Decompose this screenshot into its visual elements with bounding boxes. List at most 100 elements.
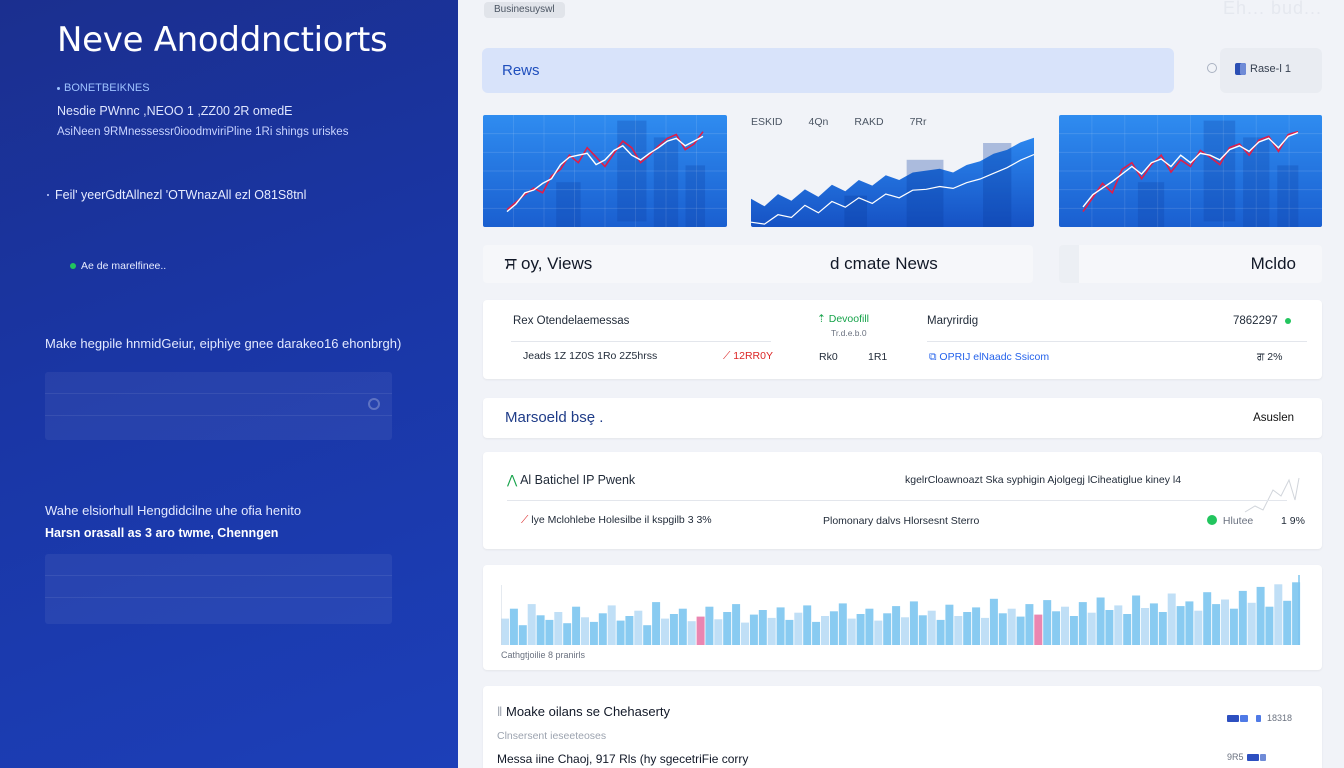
bar	[865, 608, 874, 645]
area-chart-2	[751, 115, 1034, 227]
sidebar-panel: Neve Anoddnctiorts BONETBEIKNES Nesdie P…	[0, 0, 458, 768]
bar	[572, 606, 581, 645]
news-bar[interactable]: Rews	[482, 48, 1174, 93]
bar-chart	[501, 575, 1301, 645]
table-cell-value: Al Batichel IP Pwenk	[520, 473, 636, 487]
chart-panel	[1277, 165, 1299, 227]
table-cell-change: ⟋ 12RR0Y	[723, 350, 773, 363]
bar	[714, 619, 723, 645]
market-right-label: Asuslen	[1253, 412, 1294, 424]
sidebar-input-group-2[interactable]	[45, 554, 392, 624]
chart-panel	[617, 120, 647, 222]
table-cell: Rk0	[819, 351, 838, 363]
bar	[678, 608, 687, 645]
bar	[696, 616, 705, 645]
table-cell: 1 9%	[1281, 515, 1305, 527]
table-cell-link[interactable]: ⧉ OPRIJ elNaadc Ssicom	[929, 351, 1049, 364]
market-bar[interactable]: Marsoeld bsȩ . Asuslen	[483, 398, 1322, 438]
radio-icon[interactable]	[1207, 63, 1217, 73]
area-fill	[751, 137, 1034, 227]
bar	[1256, 586, 1265, 645]
bar	[927, 610, 936, 645]
bar	[776, 607, 785, 645]
user-selector-label: Rase-l 1	[1250, 63, 1291, 75]
bar	[901, 617, 909, 645]
bar	[998, 613, 1007, 645]
sidebar-input-row[interactable]	[45, 394, 392, 416]
footer-title-text: Moake oilans se Chehaserty	[506, 704, 671, 719]
chart-panel	[556, 182, 581, 227]
sidebar-input-row[interactable]	[45, 554, 392, 576]
sidebar-input-row[interactable]	[45, 372, 392, 394]
sidebar-status: Ae de marelfinee..	[70, 260, 166, 272]
legend-value: 18318	[1267, 713, 1293, 723]
bar	[1238, 590, 1247, 645]
bar	[625, 616, 634, 645]
table-cell-value: Devoofill	[828, 313, 870, 325]
bar	[874, 620, 883, 645]
up-arrow-icon: ⇡	[817, 313, 826, 325]
sidebar-input-group[interactable]	[45, 372, 392, 440]
table-cell: ਗ 2%	[1257, 351, 1283, 363]
chart-2-tick: RAKD	[854, 116, 884, 128]
bar	[501, 618, 509, 645]
bar	[554, 612, 563, 645]
right-label-box[interactable]: Mcldo	[1059, 245, 1322, 283]
chart-card-1[interactable]	[483, 115, 727, 227]
series-line	[751, 153, 1034, 225]
bar	[1096, 597, 1105, 645]
bar	[918, 615, 927, 645]
search-icon[interactable]	[368, 398, 380, 410]
series-line	[506, 135, 704, 213]
bar	[981, 617, 989, 645]
bar	[581, 617, 589, 645]
legend-value: 9R5	[1227, 752, 1244, 762]
bar	[687, 621, 696, 645]
up-arrow-icon: ⋀	[507, 473, 518, 487]
sidebar-input-row[interactable]	[45, 576, 392, 598]
views-label-box[interactable]: ਸ oy, Views d cmate News	[483, 245, 1033, 283]
bar	[616, 620, 625, 645]
bar	[669, 614, 678, 645]
bar	[847, 618, 856, 645]
bar	[829, 611, 838, 645]
bar	[883, 613, 892, 645]
bar	[1149, 603, 1158, 645]
bar	[1167, 593, 1176, 645]
bar-chart-caption: Cathgtjoilie 8 pranirls	[501, 650, 586, 660]
table-cell: ⋀ Al Batichel IP Pwenk	[507, 472, 635, 487]
chart-panel	[685, 165, 706, 227]
bar	[705, 606, 714, 645]
legend-swatch	[1247, 754, 1259, 761]
chart-card-2[interactable]: ESKID 4Qn RAKD 7Rr	[751, 115, 1034, 227]
sidebar-tag: BONETBEIKNES	[57, 82, 150, 94]
status-dot-icon	[1207, 515, 1217, 525]
bar	[545, 619, 554, 645]
bar	[1194, 610, 1203, 645]
bar	[1229, 608, 1238, 645]
bar	[1087, 612, 1096, 645]
user-selector[interactable]: Rase-l 1	[1207, 48, 1322, 93]
series-line	[1082, 131, 1299, 208]
bar	[1185, 601, 1194, 645]
bar	[945, 604, 954, 645]
news-table-1: Rex Otendelaemessas ⇡ Devoofill Tr.d.e.b…	[483, 300, 1322, 379]
climate-news-label: d cmate News	[830, 254, 938, 273]
bar-chart-card[interactable]: Cathgtjoilie 8 pranirls	[483, 565, 1322, 670]
bar	[909, 601, 918, 645]
top-right-faded-title: Eh... bud...	[1222, 0, 1322, 18]
bar	[634, 610, 643, 645]
bar	[1123, 614, 1132, 645]
trend-down-icon: ⟋	[521, 514, 529, 526]
footer-card: ‖ Moake oilans se Chehaserty Clnsersent …	[483, 686, 1322, 768]
bar	[1132, 595, 1141, 645]
bar	[1025, 604, 1034, 645]
label-indicator	[1059, 245, 1079, 283]
bar	[936, 619, 945, 645]
chart-card-3[interactable]	[1059, 115, 1322, 227]
bar	[723, 612, 732, 645]
footer-title: ‖ Moake oilans se Chehaserty	[497, 704, 670, 719]
bar	[963, 612, 972, 645]
breadcrumb[interactable]: Businesuyswl	[484, 2, 565, 18]
bar	[1114, 605, 1123, 645]
